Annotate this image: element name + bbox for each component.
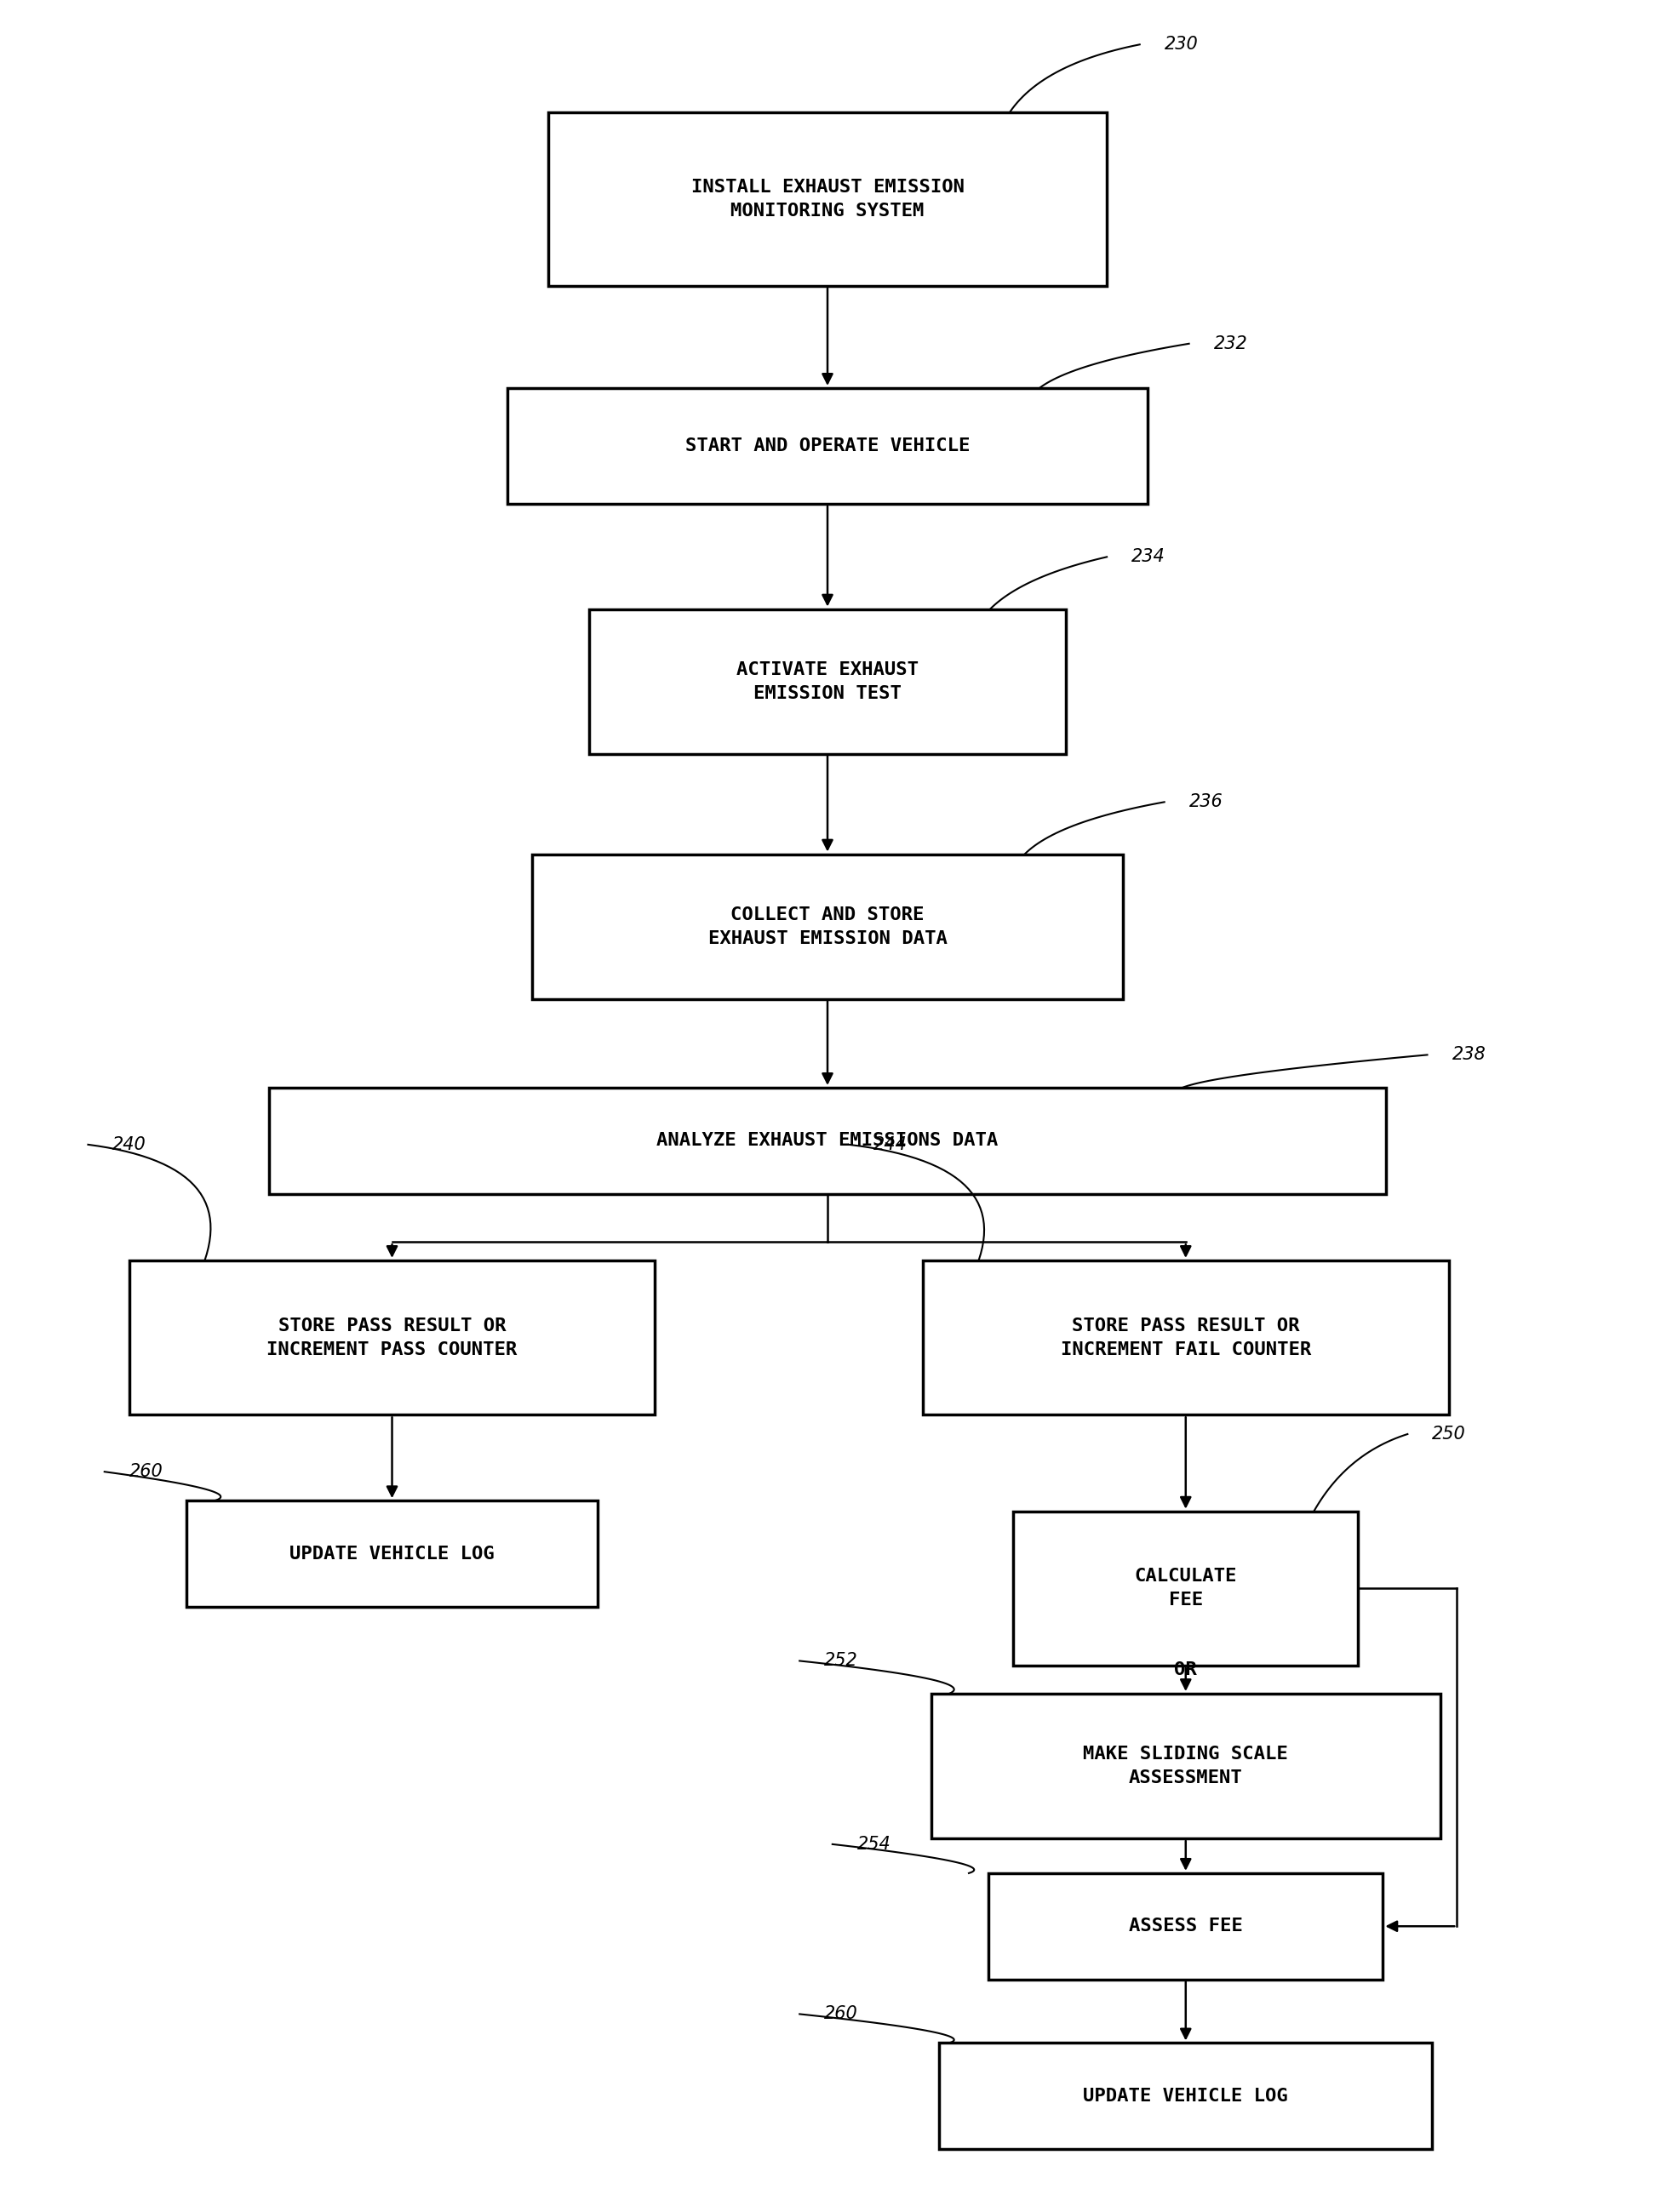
Text: 250: 250 [1432,1425,1466,1442]
Text: 230: 230 [1165,35,1198,53]
Text: UPDATE VEHICLE LOG: UPDATE VEHICLE LOG [1084,2088,1288,2104]
Text: INSTALL EXHAUST EMISSION
MONITORING SYSTEM: INSTALL EXHAUST EMISSION MONITORING SYST… [690,179,965,219]
Text: STORE PASS RESULT OR
INCREMENT PASS COUNTER: STORE PASS RESULT OR INCREMENT PASS COUN… [266,1316,518,1358]
Text: 260: 260 [129,1462,162,1480]
Bar [129,1261,655,1416]
Text: 244: 244 [874,1137,907,1152]
Text: ACTIVATE EXHAUST
EMISSION TEST: ACTIVATE EXHAUST EMISSION TEST [736,661,919,701]
Bar [988,1874,1384,1980]
Text: UPDATE VEHICLE LOG: UPDATE VEHICLE LOG [290,1546,495,1562]
Bar [531,854,1124,1000]
Text: 234: 234 [1132,549,1165,566]
Text: CALCULATE
FEE: CALCULATE FEE [1134,1568,1236,1608]
Bar [548,113,1107,285]
Text: STORE PASS RESULT OR
INCREMENT FAIL COUNTER: STORE PASS RESULT OR INCREMENT FAIL COUN… [1061,1316,1311,1358]
Text: 240: 240 [113,1137,147,1152]
Text: 238: 238 [1451,1046,1486,1064]
Bar [506,387,1149,504]
Bar [940,2044,1432,2150]
Text: 252: 252 [824,1652,857,1670]
Text: MAKE SLIDING SCALE
ASSESSMENT: MAKE SLIDING SCALE ASSESSMENT [1084,1745,1288,1787]
Bar [923,1261,1448,1416]
Bar [1013,1511,1359,1666]
Bar [932,1694,1440,1838]
Bar [187,1500,597,1606]
Text: 260: 260 [824,2006,857,2022]
Text: OR: OR [1175,1661,1197,1679]
Text: 232: 232 [1213,336,1248,352]
Text: 254: 254 [857,1836,890,1854]
Text: COLLECT AND STORE
EXHAUST EMISSION DATA: COLLECT AND STORE EXHAUST EMISSION DATA [708,907,947,947]
Text: 236: 236 [1188,794,1223,810]
Text: START AND OPERATE VEHICLE: START AND OPERATE VEHICLE [685,438,970,453]
Text: ANALYZE EXHAUST EMISSIONS DATA: ANALYZE EXHAUST EMISSIONS DATA [657,1133,998,1150]
Bar [268,1088,1387,1194]
Text: ASSESS FEE: ASSESS FEE [1129,1918,1243,1936]
Bar [589,608,1066,754]
